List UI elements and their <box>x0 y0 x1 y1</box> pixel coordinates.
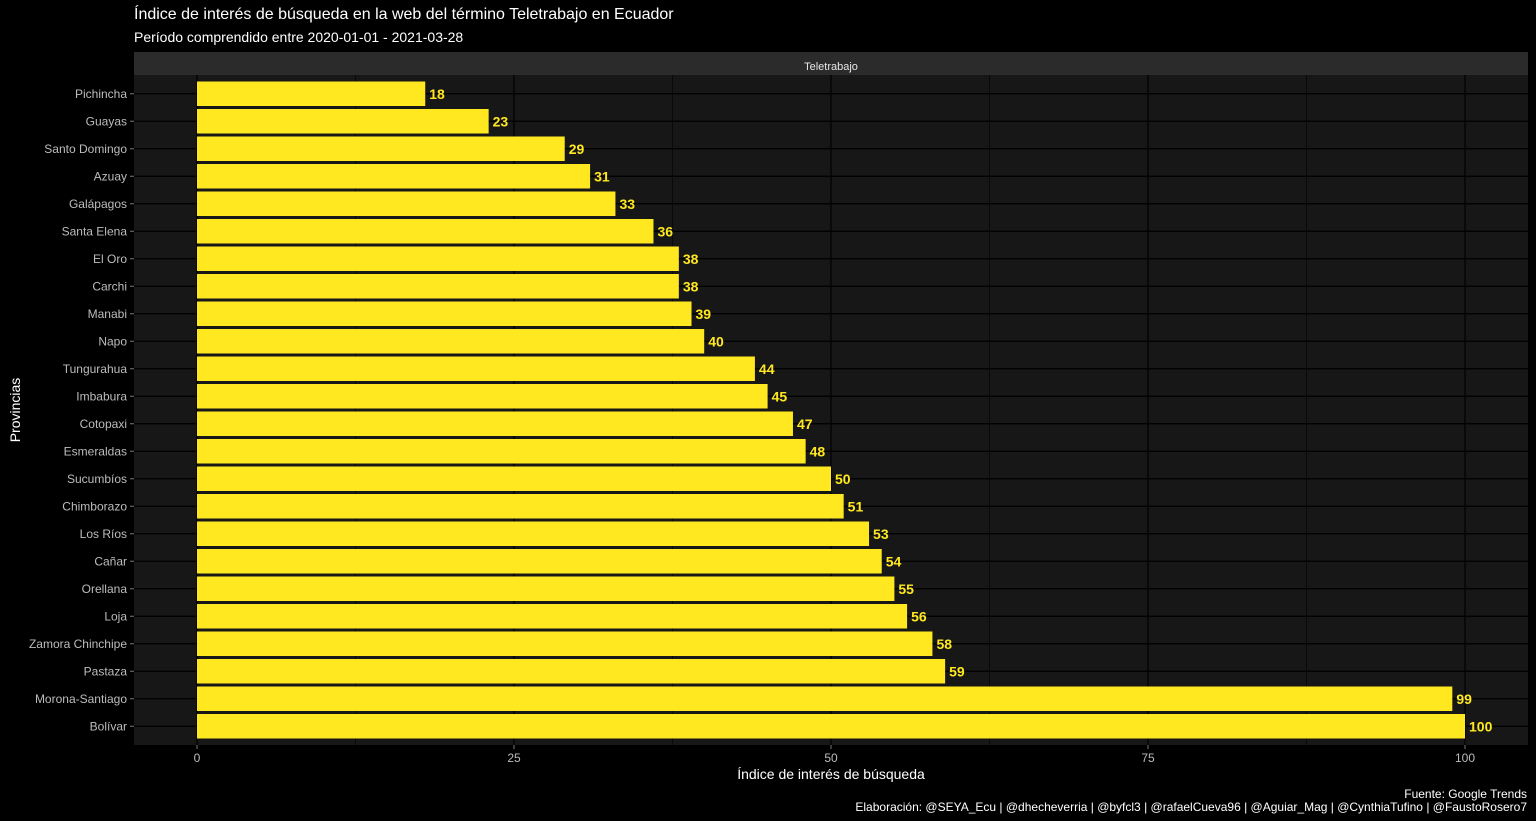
bar <box>197 439 806 464</box>
bar-value-label: 48 <box>810 443 826 459</box>
bar <box>197 604 908 629</box>
bar-value-label: 40 <box>708 333 724 349</box>
bar <box>197 81 426 106</box>
bar <box>197 549 882 574</box>
bar-value-label: 56 <box>911 608 927 624</box>
bar <box>197 494 844 519</box>
y-tick-label: Cotopaxi <box>80 417 127 431</box>
y-tick-label: Loja <box>104 609 127 623</box>
bar <box>197 659 946 684</box>
bar <box>197 329 705 354</box>
y-tick-label: Guayas <box>86 114 127 128</box>
bar-value-label: 44 <box>759 361 775 377</box>
bar <box>197 164 591 189</box>
y-tick-label: Carchi <box>92 279 127 293</box>
bar <box>197 274 679 299</box>
bar <box>197 631 933 656</box>
bar-value-label: 38 <box>683 251 699 267</box>
bar <box>197 246 679 271</box>
bar-value-label: 23 <box>493 113 509 129</box>
bar <box>197 384 768 409</box>
y-tick-label: Bolívar <box>90 719 127 733</box>
y-tick-label: Los Ríos <box>80 527 127 541</box>
y-tick-label: Manabi <box>88 307 127 321</box>
y-tick-label: Imbabura <box>76 389 127 403</box>
bar <box>197 356 755 381</box>
bar-value-label: 29 <box>569 141 585 157</box>
caption-credits: Elaboración: @SEYA_Ecu | @dhecheverria |… <box>855 800 1527 814</box>
bar-value-label: 99 <box>1456 691 1472 707</box>
bar-value-label: 100 <box>1469 718 1493 734</box>
bar-value-label: 39 <box>696 306 712 322</box>
x-axis-title: Índice de interés de búsqueda <box>737 766 925 782</box>
bar <box>197 109 489 134</box>
y-tick-label: Sucumbíos <box>67 472 127 486</box>
bar <box>197 219 654 244</box>
y-tick-label: Santa Elena <box>62 224 128 238</box>
bar <box>197 466 831 491</box>
bar <box>197 136 565 161</box>
y-tick-label: Chimborazo <box>62 499 127 513</box>
y-tick-label: Morona-Santiago <box>35 692 127 706</box>
bar <box>197 714 1465 739</box>
y-tick-label: Tungurahua <box>63 362 128 376</box>
y-axis-title: Provincias <box>7 378 23 443</box>
facet-strip <box>134 52 1528 75</box>
bar <box>197 521 870 546</box>
bar <box>197 411 793 436</box>
bar <box>197 191 616 216</box>
caption-source: Fuente: Google Trends <box>1404 787 1527 801</box>
y-tick-label: Santo Domingo <box>44 142 127 156</box>
bar-value-label: 18 <box>429 86 445 102</box>
bar-value-label: 53 <box>873 526 889 542</box>
bar <box>197 301 692 326</box>
bar-value-label: 31 <box>594 168 610 184</box>
x-tick-label: 0 <box>194 751 201 765</box>
bar-value-label: 33 <box>619 196 635 212</box>
x-tick-label: 75 <box>1141 751 1155 765</box>
bar-value-label: 38 <box>683 278 699 294</box>
bar-value-label: 47 <box>797 416 813 432</box>
chart-caption: Fuente: Google Trends Elaboración: @SEYA… <box>855 788 1527 814</box>
y-tick-label: Esmeraldas <box>64 444 127 458</box>
y-tick-label: Pastaza <box>84 664 128 678</box>
x-tick-label: 50 <box>824 751 838 765</box>
bar-value-label: 59 <box>949 663 965 679</box>
y-tick-label: Orellana <box>82 582 128 596</box>
bar <box>197 576 895 601</box>
bar-value-label: 45 <box>772 388 788 404</box>
bar-value-label: 54 <box>886 553 902 569</box>
bar-value-label: 36 <box>657 223 673 239</box>
y-tick-label: Zamora Chinchipe <box>29 637 127 651</box>
bar-value-label: 58 <box>936 636 952 652</box>
y-tick-label: Pichincha <box>75 87 127 101</box>
y-tick-label: Cañar <box>94 554 127 568</box>
bar-value-label: 51 <box>848 498 864 514</box>
chart-subtitle: Período comprendido entre 2020-01-01 - 2… <box>134 29 464 45</box>
y-tick-label: Azuay <box>94 169 127 183</box>
chart-title: Índice de interés de búsqueda en la web … <box>134 6 674 23</box>
bar <box>197 686 1453 711</box>
x-tick-label: 25 <box>507 751 521 765</box>
facet-strip-label: Teletrabajo <box>804 61 858 73</box>
y-tick-label: Napo <box>98 334 127 348</box>
bar-value-label: 50 <box>835 471 851 487</box>
y-tick-label: Galápagos <box>69 197 127 211</box>
bar-value-label: 55 <box>898 581 914 597</box>
x-tick-label: 100 <box>1455 751 1475 765</box>
y-tick-label: El Oro <box>93 252 127 266</box>
